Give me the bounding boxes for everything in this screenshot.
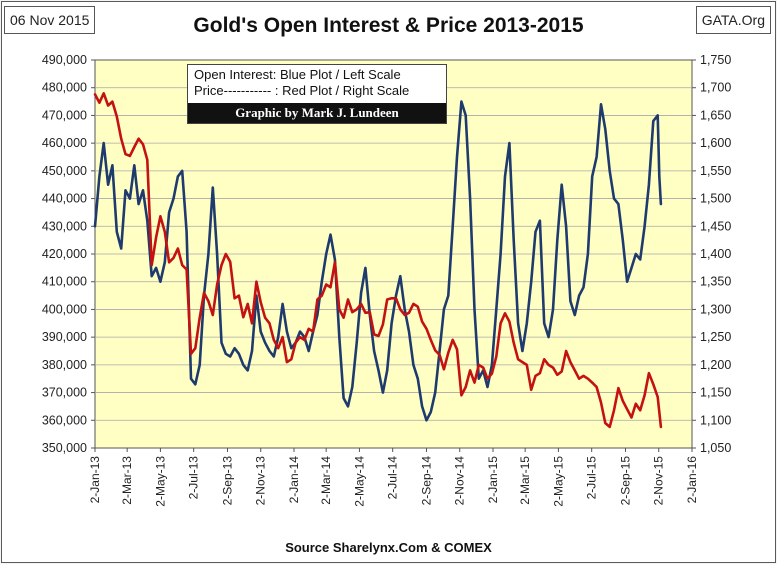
date-label: 06 Nov 2015 (4, 6, 96, 34)
x-axis-ticks: 2-Jan-13 2-Mar-13 2-May-13 2-Jul-13 2-Sep-13… (88, 448, 699, 507)
left-tick-label: 450,000 (42, 164, 87, 178)
right-tick-label: 1,300 (700, 302, 731, 316)
x-tick-label: 2-Mar-13 (120, 456, 134, 505)
right-tick-label: 1,550 (700, 164, 731, 178)
right-tick-label: 1,650 (700, 108, 731, 122)
x-tick-label: 2-Mar-15 (518, 456, 532, 505)
x-tick-label: 2-Jan-14 (287, 456, 301, 504)
legend-open-interest: Open Interest: Blue Plot / Left Scale (194, 67, 401, 82)
source-footer: Source Sharelynx.Com & COMEX (285, 540, 492, 555)
x-tick-label: 2-May-13 (153, 456, 167, 507)
x-tick-label: 2-Jul-14 (386, 456, 400, 500)
x-tick-label: 2-Sep-14 (419, 456, 433, 506)
left-tick-label: 390,000 (42, 330, 87, 344)
left-tick-label: 360,000 (42, 413, 87, 427)
right-tick-label: 1,450 (700, 219, 731, 233)
left-tick-label: 420,000 (42, 247, 87, 261)
left-tick-label: 380,000 (42, 358, 87, 372)
right-tick-label: 1,750 (700, 53, 731, 67)
series-lines (93, 92, 663, 429)
left-tick-label: 440,000 (42, 192, 87, 206)
x-tick-label: 2-Jan-16 (685, 456, 699, 504)
x-tick-label: 2-Nov-14 (453, 456, 467, 506)
x-tick-label: 2-Nov-15 (652, 456, 666, 506)
legend-price: Price----------- : Red Plot / Right Scal… (194, 83, 410, 98)
x-tick-label: 2-Jul-13 (187, 456, 201, 500)
x-tick-label: 2-May-14 (352, 456, 366, 507)
chart-title: Gold's Open Interest & Price 2013-2015 (193, 14, 584, 37)
left-tick-label: 490,000 (42, 53, 87, 67)
left-tick-label: 430,000 (42, 219, 87, 233)
legend-box: Open Interest: Blue Plot / Left Scale Pr… (187, 64, 447, 124)
right-axis-ticks: 1,050 1,100 1,150 1,200 1,250 1,300 1,350 1,400… (692, 53, 731, 455)
left-tick-label: 400,000 (42, 302, 87, 316)
x-tick-label: 2-Mar-14 (319, 456, 333, 505)
left-tick-label: 460,000 (42, 136, 87, 150)
left-tick-label: 480,000 (42, 81, 87, 95)
right-tick-label: 1,700 (700, 81, 731, 95)
right-tick-label: 1,400 (700, 247, 731, 261)
x-tick-label: 2-Sep-13 (220, 456, 234, 506)
x-tick-label: 2-Nov-13 (254, 456, 268, 506)
left-tick-label: 470,000 (42, 108, 87, 122)
right-tick-label: 1,200 (700, 358, 731, 372)
price-line (93, 92, 663, 429)
x-tick-label: 2-Jan-13 (88, 456, 102, 504)
right-tick-label: 1,350 (700, 275, 731, 289)
right-tick-label: 1,250 (700, 330, 731, 344)
x-tick-label: 2-Jul-15 (585, 456, 599, 500)
x-tick-label: 2-Sep-15 (618, 456, 632, 506)
right-tick-label: 1,150 (700, 386, 731, 400)
right-tick-label: 1,600 (700, 136, 731, 150)
x-tick-label: 2-Jan-15 (486, 456, 500, 504)
right-tick-label: 1,050 (700, 441, 731, 455)
x-tick-label: 2-May-15 (551, 456, 565, 507)
left-tick-label: 410,000 (42, 275, 87, 289)
right-tick-label: 1,500 (700, 192, 731, 206)
right-tick-label: 1,100 (700, 413, 731, 427)
credit-label: Graphic by Mark J. Lundeen (188, 103, 446, 123)
brand-label: GATA.Org (695, 6, 771, 34)
left-tick-label: 350,000 (42, 441, 87, 455)
left-tick-label: 370,000 (42, 386, 87, 400)
left-axis-ticks: 350,000 360,000 370,000 380,000 390,000 400,0… (42, 53, 95, 455)
